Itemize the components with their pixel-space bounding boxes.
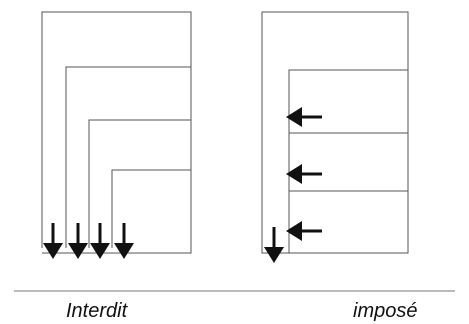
arrow-down-icon — [114, 223, 134, 259]
left-diagram — [41, 11, 192, 254]
arrow-left-icon — [286, 107, 322, 127]
arrow-left-icon — [286, 164, 322, 184]
right-diagram — [261, 11, 409, 254]
arrow-down-icon — [90, 223, 110, 259]
left-path-1 — [65, 66, 191, 248]
left-outer-frame — [41, 11, 192, 254]
arrow-down-icon — [264, 227, 284, 263]
caption-forbidden: Interdit — [66, 300, 128, 322]
arrow-down-icon — [68, 223, 88, 259]
caption-imposed: imposé — [353, 300, 418, 322]
right-inner-channel — [288, 69, 408, 253]
right-arrows — [264, 107, 322, 263]
left-path-2 — [88, 119, 191, 248]
arrow-down-icon — [43, 223, 63, 259]
arrow-left-icon — [286, 221, 322, 241]
left-path-3 — [111, 169, 191, 248]
